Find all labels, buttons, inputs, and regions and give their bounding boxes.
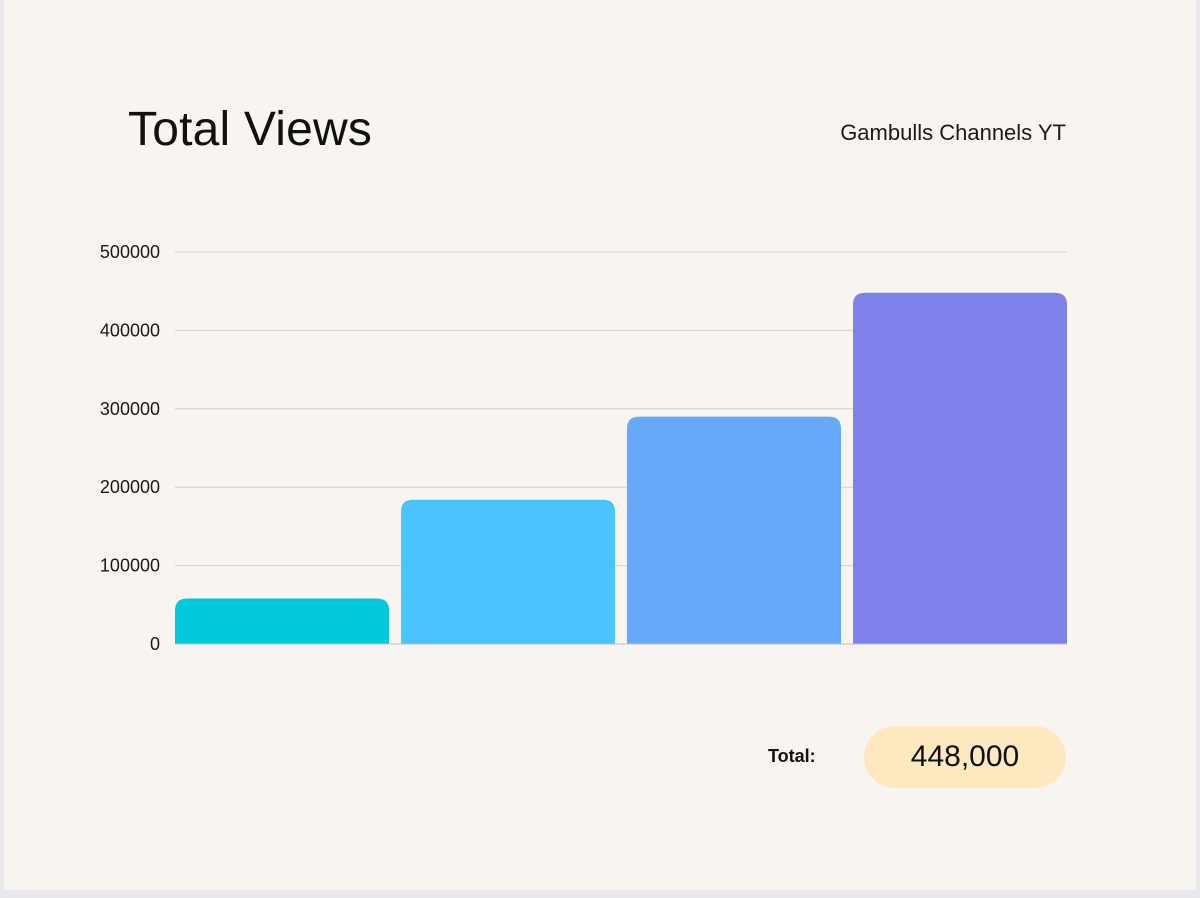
total-label: Total: [768, 746, 816, 766]
bar-3 [627, 416, 841, 644]
bar-2 [401, 499, 615, 644]
bar-chart: 0 100000 200000 300000 400000 500000 [100, 242, 1067, 654]
bar-1 [175, 598, 389, 644]
bar-4 [853, 292, 1067, 644]
y-tick-label: 500000 [100, 242, 160, 262]
chart-card: Total Views Gambulls Channels YT 0 100000… [4, 0, 1196, 890]
y-tick-label: 300000 [100, 399, 160, 419]
y-tick-label: 200000 [100, 477, 160, 497]
total-value-badge: 448,000 [864, 726, 1066, 788]
y-axis-ticks: 0 100000 200000 300000 400000 500000 [100, 242, 160, 654]
y-tick-label: 100000 [100, 556, 160, 576]
bars [175, 292, 1067, 644]
y-tick-label: 0 [150, 634, 160, 654]
chart-title: Total Views [128, 103, 373, 156]
y-tick-label: 400000 [100, 320, 160, 340]
chart-subtitle: Gambulls Channels YT [840, 120, 1066, 145]
